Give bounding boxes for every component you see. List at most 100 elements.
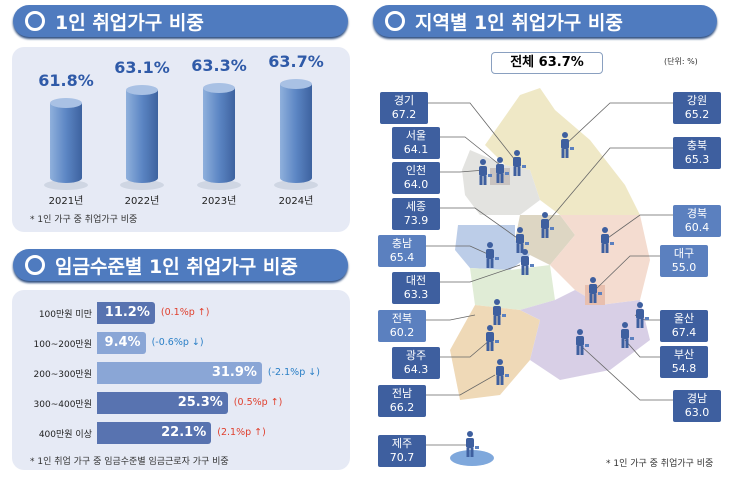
year-label: 2022년 bbox=[124, 196, 160, 207]
region-name: 대구 bbox=[673, 247, 695, 260]
region-value: 63.0 bbox=[684, 406, 710, 419]
person-icon bbox=[521, 249, 534, 275]
person-icon bbox=[486, 325, 499, 351]
region-label: 부산 54.8 bbox=[660, 346, 708, 378]
chart-note: * 1인 가구 중 취업가구 비중 bbox=[30, 215, 138, 225]
wage-bar-value: 31.9% bbox=[211, 365, 257, 380]
region-label: 광주 64.3 bbox=[392, 347, 440, 379]
region-label: 전남 66.2 bbox=[378, 385, 426, 417]
region-name: 경기 bbox=[393, 94, 415, 107]
region-name: 전북 bbox=[391, 312, 413, 325]
region-value: 54.8 bbox=[671, 362, 697, 375]
wage-bar-value: 11.2% bbox=[104, 305, 150, 320]
change-label: (0.1%p ↑) bbox=[160, 307, 210, 318]
bar-2023년 bbox=[203, 83, 235, 183]
region-name: 광주 bbox=[405, 349, 427, 362]
region-name: 전남 bbox=[391, 387, 413, 400]
person-icon bbox=[496, 359, 509, 385]
section-banner-3: 지역별 1인 취업가구 비중 bbox=[373, 5, 717, 37]
wage-bar: 22.1% bbox=[97, 422, 212, 444]
section-banner-2: 임금수준별 1인 취업가구 비중 bbox=[13, 249, 348, 281]
region-name: 충남 bbox=[391, 237, 413, 250]
cylinder-shadow bbox=[44, 180, 88, 190]
region-label: 경기 67.2 bbox=[380, 92, 428, 124]
year-label: 2021년 bbox=[48, 196, 84, 207]
bar-value-label: 63.3% bbox=[191, 56, 247, 75]
region-label: 서울 64.1 bbox=[392, 127, 440, 159]
person-icon bbox=[513, 150, 526, 176]
person-icon bbox=[636, 302, 649, 328]
region-value: 67.2 bbox=[391, 108, 417, 121]
region-label: 전북 60.2 bbox=[378, 310, 426, 342]
wage-bar: 9.4% bbox=[97, 332, 146, 354]
region-value: 60.2 bbox=[389, 326, 415, 339]
region-label: 대전 63.3 bbox=[392, 272, 440, 304]
person-icon bbox=[486, 242, 499, 268]
region-name: 제주 bbox=[391, 437, 413, 450]
year-label: 2023년 bbox=[201, 196, 237, 207]
region-label: 제주 70.7 bbox=[378, 435, 426, 467]
map-region-jeju bbox=[450, 450, 494, 466]
region-label: 강원 65.2 bbox=[673, 92, 721, 124]
circle-icon bbox=[25, 255, 45, 275]
circle-icon bbox=[25, 11, 45, 31]
cylinder-shadow bbox=[274, 180, 318, 190]
leader-lines bbox=[426, 102, 673, 446]
person-icon bbox=[466, 431, 479, 457]
circle-icon bbox=[385, 11, 405, 31]
region-name: 충북 bbox=[686, 139, 708, 152]
region-name: 서울 bbox=[405, 129, 427, 142]
wage-category-label: 400만원 이상 bbox=[38, 430, 92, 440]
cylinder-shadow bbox=[197, 180, 241, 190]
wage-bar-value: 22.1% bbox=[161, 425, 207, 440]
change-label: (0.5%p ↑) bbox=[233, 397, 283, 408]
region-name: 강원 bbox=[686, 94, 708, 107]
region-label: 충남 65.4 bbox=[378, 235, 426, 267]
person-icon bbox=[589, 277, 602, 303]
bar-2022년 bbox=[126, 85, 158, 183]
chart-note: * 1인 취업 가구 중 임금수준별 임금근로자 가구 비중 bbox=[30, 457, 229, 467]
map-region-gyeongnam bbox=[520, 290, 650, 380]
person-icon bbox=[561, 132, 574, 158]
region-label: 경남 63.0 bbox=[673, 390, 721, 422]
region-value: 64.3 bbox=[403, 363, 429, 376]
bar-value-label: 63.7% bbox=[268, 52, 324, 71]
region-value: 60.4 bbox=[684, 221, 710, 234]
person-icon bbox=[576, 329, 589, 355]
wage-bar: 11.2% bbox=[97, 302, 155, 324]
region-value: 65.4 bbox=[389, 251, 415, 264]
region-name: 인천 bbox=[405, 164, 427, 177]
person-icon bbox=[496, 157, 509, 183]
region-name: 울산 bbox=[673, 312, 695, 325]
year-label: 2024년 bbox=[278, 196, 314, 207]
map-region-chungbuk bbox=[515, 215, 575, 265]
region-label: 세종 73.9 bbox=[392, 198, 440, 230]
change-label: (-2.1%p ↓) bbox=[267, 367, 320, 378]
wage-bar-value: 9.4% bbox=[104, 335, 141, 350]
map-note: * 1인 가구 중 취업가구 비중 bbox=[606, 459, 714, 469]
map-region-jeonnam bbox=[450, 305, 540, 400]
section-banner-1: 1인 취업가구 비중 bbox=[13, 5, 348, 37]
region-label: 대구 55.0 bbox=[660, 245, 708, 277]
region-label: 충북 65.3 bbox=[673, 137, 721, 169]
region-name: 대전 bbox=[405, 274, 427, 287]
bar-value-label: 63.1% bbox=[114, 58, 170, 77]
region-value: 66.2 bbox=[389, 401, 415, 414]
person-icon bbox=[541, 212, 554, 238]
bar-2024년 bbox=[280, 79, 312, 183]
section-title: 임금수준별 1인 취업가구 비중 bbox=[55, 255, 298, 278]
region-value: 65.2 bbox=[684, 108, 710, 121]
change-label: (2.1%p ↑) bbox=[217, 427, 266, 438]
person-icon bbox=[493, 299, 506, 325]
wage-bar-value: 25.3% bbox=[177, 395, 223, 410]
map-region-gyeongbuk bbox=[550, 215, 650, 305]
map-region-jeonbuk bbox=[470, 265, 555, 310]
bar-2021년 bbox=[50, 98, 82, 183]
person-icon bbox=[621, 322, 634, 348]
region-value: 70.7 bbox=[389, 451, 415, 464]
region-name: 경남 bbox=[686, 392, 708, 405]
person-icon bbox=[516, 227, 529, 253]
wage-category-label: 100만원 미만 bbox=[38, 310, 92, 320]
region-label: 인천 64.0 bbox=[392, 162, 440, 194]
